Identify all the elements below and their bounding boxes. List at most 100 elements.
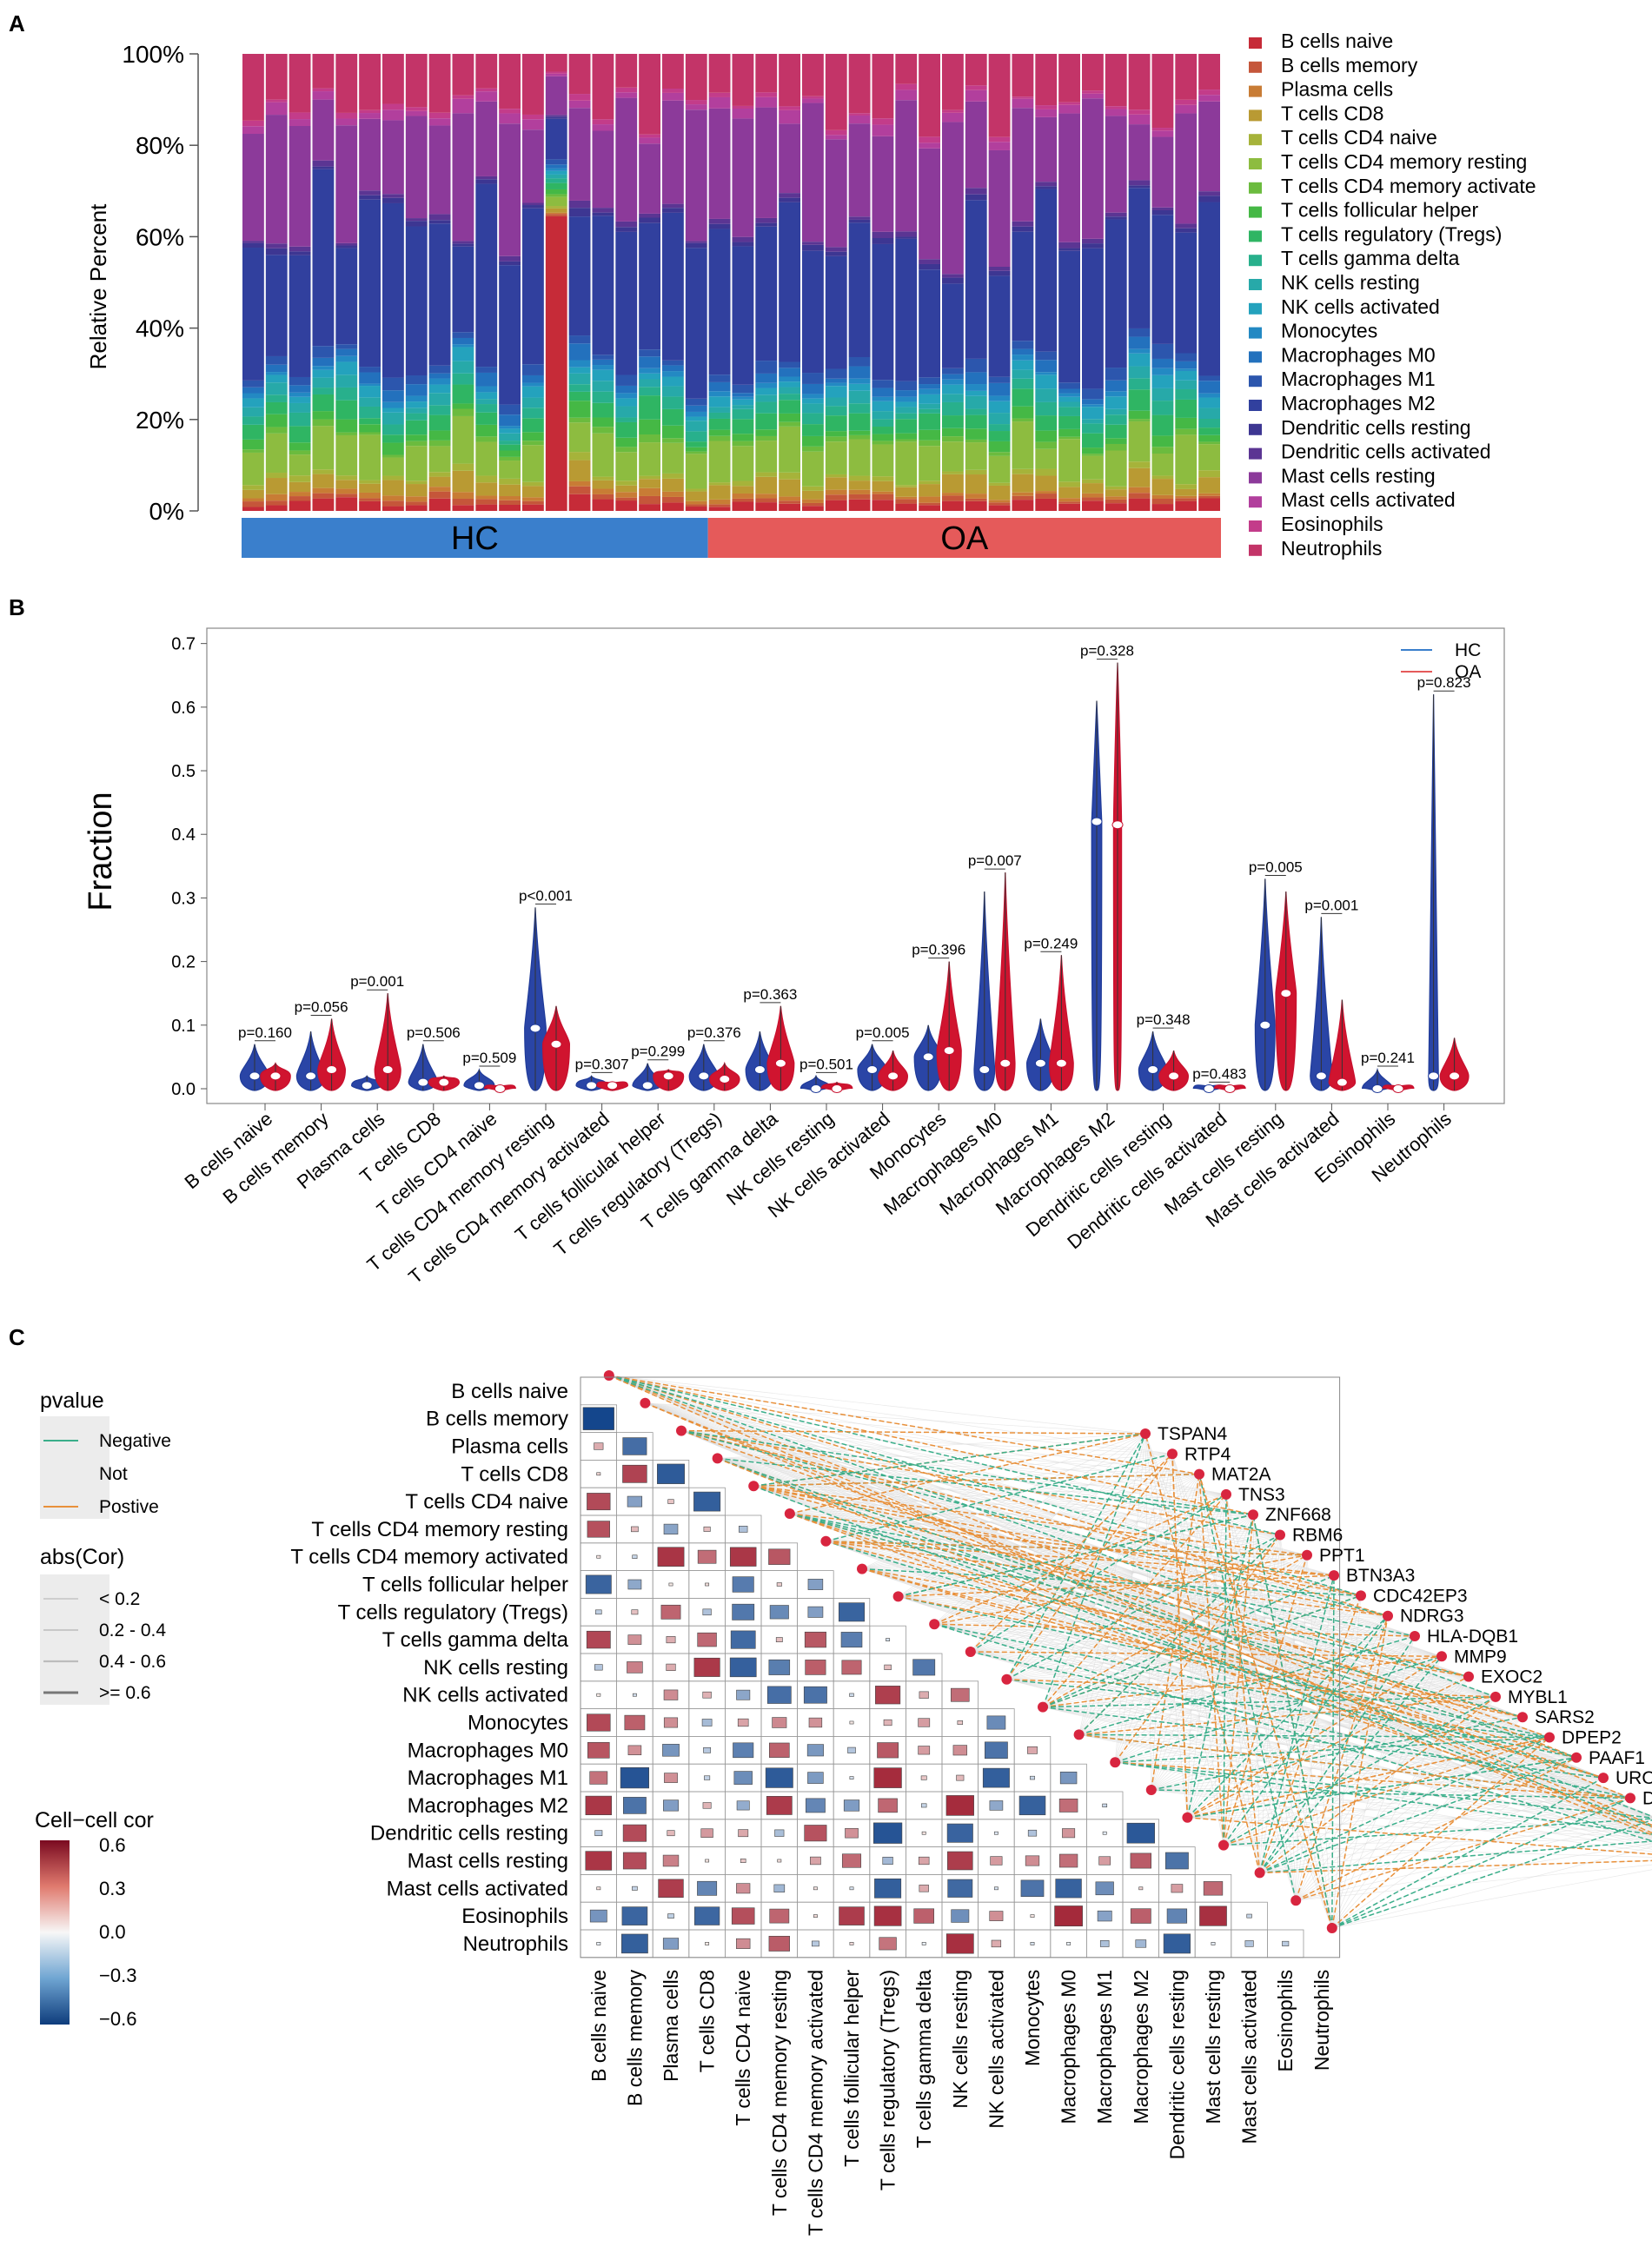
cell-node [1290,1895,1302,1906]
bar-segment [988,500,1011,503]
bar-segment [755,107,778,218]
network-edge [1006,1514,1254,1680]
correlation-square [596,1693,601,1697]
bar-segment [802,506,824,511]
correlation-square [918,1718,931,1727]
bar-segment [872,380,894,388]
bar-segment [708,396,731,408]
bar-segment [405,401,428,408]
bar-segment [359,480,381,484]
bar-segment [335,480,358,489]
bar-segment [779,202,800,362]
bar-segment [312,474,335,488]
bar-segment [1175,54,1198,100]
correlation-square [587,1713,611,1732]
bar-segment [1082,433,1104,448]
bar-segment [335,432,358,435]
negative-edge [753,1433,1146,1487]
bar-segment [452,408,474,416]
median-marker [1371,1084,1383,1093]
positive-edge [1223,1736,1550,1846]
correlation-square [1020,1879,1045,1898]
negative-edge [717,1457,1577,1759]
positive-edge [1144,1433,1261,1873]
correlation-square [729,1547,757,1567]
bar-segment [708,108,731,219]
pvalue-label: p=0.001 [350,973,404,990]
network-edge [826,1474,1200,1542]
bar-segment [615,480,638,486]
bar-segment [452,332,474,338]
bar-segment [289,496,311,501]
y-tick-label: 0% [149,498,184,525]
bar-segment [919,388,940,394]
correlation-square [989,1800,1004,1811]
bar-segment [755,441,778,473]
positive-edge [1258,1595,1362,1873]
median-marker [999,1058,1012,1068]
bar-segment [685,431,707,442]
network-edge [934,1623,1604,1779]
bar-segment [965,474,987,494]
heatmap-frame [580,1376,1341,1958]
cell-node [965,1647,976,1657]
network-edge [934,1623,1652,1818]
bar-segment [802,413,824,425]
bar-segment [359,372,381,384]
bar-segment [592,391,614,403]
bar-segment [242,134,264,242]
bar-segment [335,355,358,362]
column-label: Neutrophils [1310,1970,1333,2071]
network-edge [934,1623,1443,1657]
legend-entry: Dendritic cells resting [1281,416,1471,439]
bar-segment [1035,468,1058,476]
median-marker [887,1071,899,1081]
network-edge [1331,1846,1652,1929]
bar-segment [848,222,871,357]
bar-segment [615,406,638,418]
bar-segment [615,221,638,228]
correlation-square [657,1463,685,1484]
legend-swatch [1249,520,1262,532]
bar-segment [289,392,311,397]
bar-segment [708,96,731,109]
correlation-square [918,1856,930,1866]
bar-segment [359,397,381,407]
network-edge [970,1651,1652,1818]
column-label: Eosinophils [1274,1970,1297,2072]
network-edge [1006,1679,1652,1845]
bar-segment [1058,401,1080,408]
column-label: NK cells resting [949,1970,972,2109]
network-edge [1295,1676,1470,1901]
correlation-square [1244,1940,1254,1947]
bar-segment [639,487,660,496]
bar-segment [1105,414,1127,425]
bar-segment [545,194,567,197]
bar-segment [382,434,404,443]
bar-segment [825,397,847,407]
bar-segment [1035,351,1058,361]
positive-edge [898,1574,1335,1598]
bar-segment [685,504,707,507]
bar-segment [825,477,847,490]
bar-segment [335,245,358,249]
bar-segment [732,419,754,434]
bar-segment [312,166,335,169]
correlation-square [738,1829,749,1838]
pvalue-label: p=0.007 [968,852,1022,869]
correlation-square [632,1554,638,1559]
column-label: Mast cells resting [1202,1970,1224,2124]
bar-segment [568,401,591,418]
correlation-square [622,1437,647,1455]
bar-segment [1082,407,1104,420]
bar-segment [1058,498,1080,502]
bar-segment [1175,113,1198,224]
bar-segment [545,164,567,169]
correlation-square [882,1856,893,1866]
bar-segment [265,382,288,395]
correlation-square [587,1521,610,1538]
correlation-square [739,1526,748,1533]
y-tick-label: 0.4 [171,825,196,845]
bar-segment [708,507,731,511]
gene-node [1329,1570,1339,1581]
